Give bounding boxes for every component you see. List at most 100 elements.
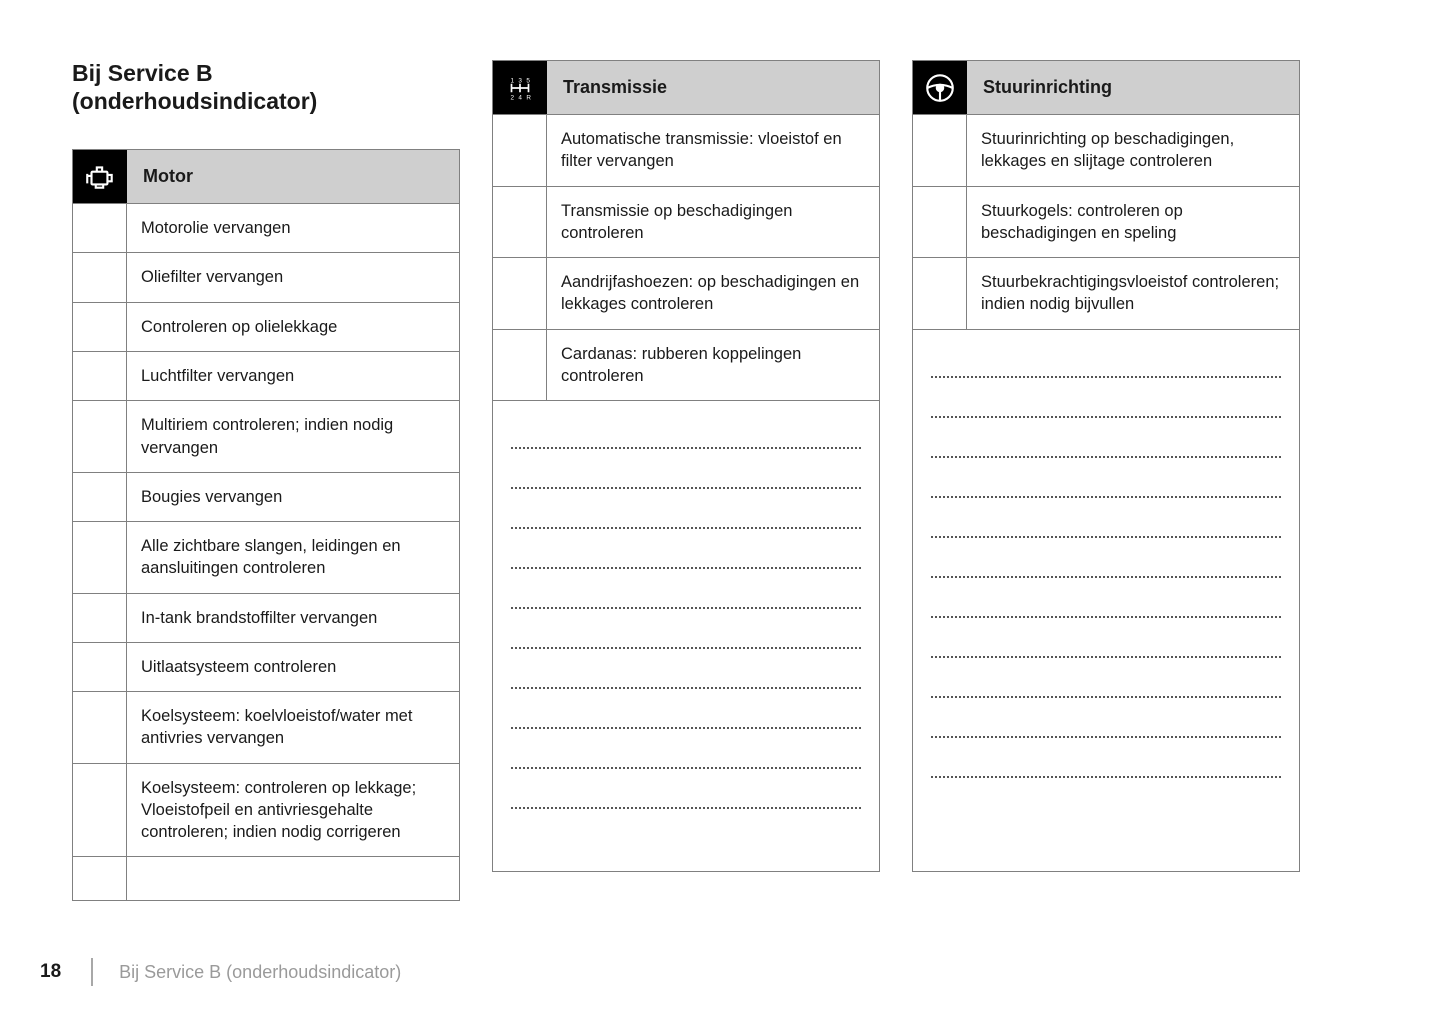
dotted-line <box>931 338 1281 378</box>
table-row: Alle zichtbare slangen, leidingen en aan… <box>73 522 459 594</box>
item-text: Stuurbekrachtigingsvloeistof controleren… <box>967 258 1299 329</box>
column-transmissie: 1 3 5 2 4 R Transmissie Automatische tra… <box>492 60 880 901</box>
check-cell <box>73 764 127 857</box>
dotted-line <box>931 658 1281 698</box>
table-row: Koelsysteem: controleren op lekkage; Vlo… <box>73 764 459 858</box>
table-motor: Motor Motorolie vervangen Oliefilter ver… <box>72 149 460 901</box>
check-cell <box>73 692 127 763</box>
svg-text:2: 2 <box>510 94 514 101</box>
table-header-label: Transmissie <box>547 61 879 114</box>
table-block: Motor Motorolie vervangen Oliefilter ver… <box>72 149 460 901</box>
check-cell <box>493 258 547 329</box>
table-row: In-tank brandstoffilter vervangen <box>73 594 459 643</box>
table-row <box>73 857 459 900</box>
table-row: Controleren op olielekkage <box>73 303 459 352</box>
svg-text:3: 3 <box>518 77 522 84</box>
item-text: Controleren op olielekkage <box>127 303 459 351</box>
check-cell <box>73 643 127 691</box>
dotted-line <box>931 498 1281 538</box>
dotted-line <box>931 698 1281 738</box>
dotted-line <box>931 418 1281 458</box>
steering-wheel-icon <box>913 61 967 114</box>
table-row: Oliefilter vervangen <box>73 253 459 302</box>
dotted-line <box>931 538 1281 578</box>
table-header: Motor <box>73 150 459 204</box>
table-row: Aandrijfashoezen: op beschadigingen en l… <box>493 258 879 330</box>
columns-container: Bij Service B (onderhoudsindicator) <box>72 60 1373 901</box>
check-cell <box>73 204 127 252</box>
notes-area <box>493 401 879 871</box>
dotted-line <box>511 609 861 649</box>
item-text: Multiriem controleren; indien nodig verv… <box>127 401 459 472</box>
item-text <box>127 857 459 900</box>
check-cell <box>493 115 547 186</box>
table-header-label: Motor <box>127 150 459 203</box>
table-row: Transmissie op beschadigingen controlere… <box>493 187 879 259</box>
item-text: Transmissie op beschadigingen controlere… <box>547 187 879 258</box>
table-header: 1 3 5 2 4 R Transmissie <box>493 61 879 115</box>
check-cell <box>73 401 127 472</box>
dotted-line <box>511 489 861 529</box>
dotted-line <box>511 729 861 769</box>
table-row: Bougies vervangen <box>73 473 459 522</box>
gearshift-icon: 1 3 5 2 4 R <box>493 61 547 114</box>
page-footer: 18 Bij Service B (onderhoudsindicator) <box>0 958 401 986</box>
table-row: Stuurkogels: controleren op beschadiging… <box>913 187 1299 259</box>
check-cell <box>493 330 547 401</box>
column-motor: Bij Service B (onderhoudsindicator) <box>72 60 460 901</box>
table-header-label: Stuurinrichting <box>967 61 1299 114</box>
dotted-line <box>511 689 861 729</box>
check-cell <box>73 303 127 351</box>
page: Bij Service B (onderhoudsindicator) <box>0 0 1445 1018</box>
footer-separator <box>91 958 93 986</box>
notes-area <box>913 330 1299 871</box>
item-text: Stuurkogels: controleren op beschadiging… <box>967 187 1299 258</box>
engine-icon <box>73 150 127 203</box>
table-row: Uitlaatsysteem controleren <box>73 643 459 692</box>
dotted-line <box>511 449 861 489</box>
check-cell <box>73 857 127 900</box>
table-row: Multiriem controleren; indien nodig verv… <box>73 401 459 473</box>
footer-title: Bij Service B (onderhoudsindicator) <box>119 962 401 983</box>
dotted-line <box>931 618 1281 658</box>
svg-text:5: 5 <box>526 77 530 84</box>
check-cell <box>73 352 127 400</box>
dotted-line <box>511 649 861 689</box>
item-text: Bougies vervangen <box>127 473 459 521</box>
page-title: Bij Service B (onderhoudsindicator) <box>72 60 460 115</box>
item-text: Stuurinrichting op beschadigingen, lekka… <box>967 115 1299 186</box>
item-text: Automatische transmissie: vloeistof en f… <box>547 115 879 186</box>
item-text: Aandrijfashoezen: op beschadigingen en l… <box>547 258 879 329</box>
table-row: Koelsysteem: koelvloeistof/water met ant… <box>73 692 459 764</box>
dotted-line <box>511 769 861 809</box>
check-cell <box>73 522 127 593</box>
dotted-line <box>931 578 1281 618</box>
table-header: Stuurinrichting <box>913 61 1299 115</box>
item-text: Motorolie vervangen <box>127 204 459 252</box>
table-block: Stuurinrichting Stuurinrichting op besch… <box>912 60 1300 872</box>
svg-text:R: R <box>526 94 531 101</box>
item-text: Koelsysteem: controleren op lekkage; Vlo… <box>127 764 459 857</box>
check-cell <box>913 115 967 186</box>
table-row: Luchtfilter vervangen <box>73 352 459 401</box>
item-text: Alle zichtbare slangen, leidingen en aan… <box>127 522 459 593</box>
check-cell <box>913 187 967 258</box>
check-cell <box>73 473 127 521</box>
item-text: In-tank brandstoffilter vervangen <box>127 594 459 642</box>
table-stuurinrichting: Stuurinrichting Stuurinrichting op besch… <box>912 60 1300 872</box>
dotted-line <box>511 409 861 449</box>
dotted-line <box>931 738 1281 778</box>
dotted-line <box>511 529 861 569</box>
dotted-line <box>931 458 1281 498</box>
page-number: 18 <box>0 961 91 983</box>
table-row: Cardanas: rubberen koppelingen controler… <box>493 330 879 402</box>
item-text: Luchtfilter vervangen <box>127 352 459 400</box>
table-row: Motorolie vervangen <box>73 204 459 253</box>
table-block: 1 3 5 2 4 R Transmissie Automatische tra… <box>492 60 880 872</box>
column-stuurinrichting: Stuurinrichting Stuurinrichting op besch… <box>912 60 1300 901</box>
table-row: Stuurinrichting op beschadigingen, lekka… <box>913 115 1299 187</box>
svg-text:4: 4 <box>518 94 522 101</box>
item-text: Oliefilter vervangen <box>127 253 459 301</box>
check-cell <box>73 594 127 642</box>
item-text: Koelsysteem: koelvloeistof/water met ant… <box>127 692 459 763</box>
